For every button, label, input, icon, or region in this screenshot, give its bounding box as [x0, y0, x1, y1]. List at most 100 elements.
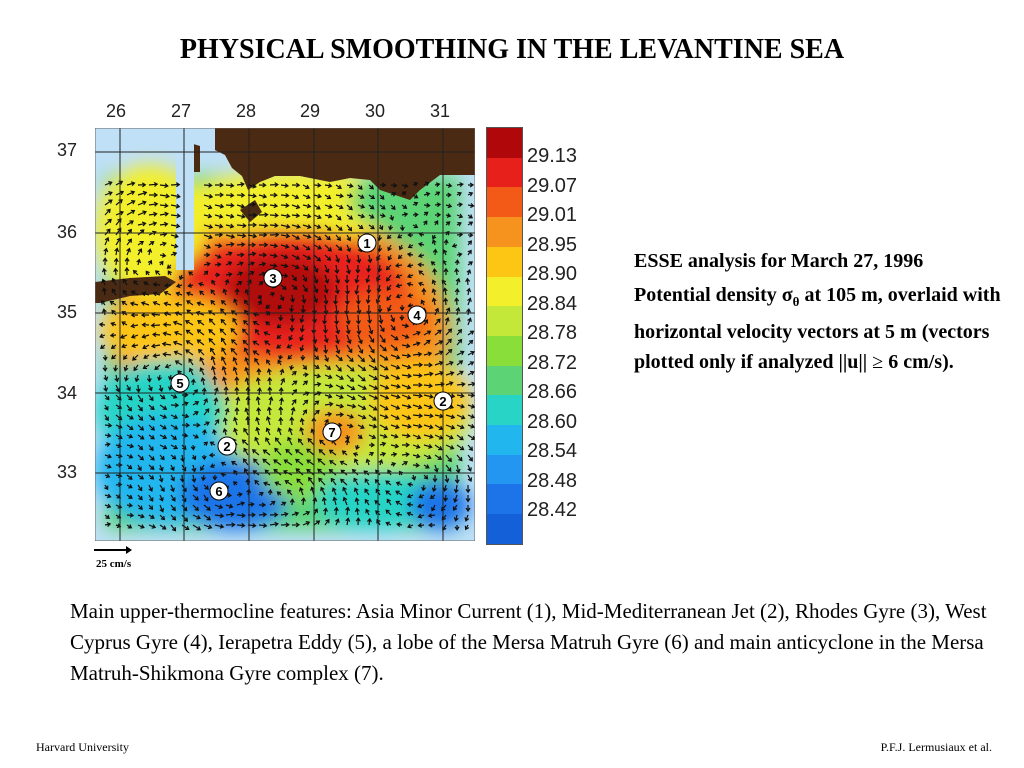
- velocity-arrow: [214, 203, 225, 209]
- velocity-arrow: [366, 517, 372, 526]
- velocity-arrow: [148, 434, 155, 440]
- feature-marker-2-east: 2: [433, 391, 453, 411]
- velocity-arrow: [345, 434, 350, 441]
- velocity-arrow: [467, 261, 474, 266]
- velocity-arrow: [432, 248, 438, 256]
- velocity-arrow: [401, 442, 411, 448]
- velocity-arrow: [412, 181, 419, 187]
- velocity-arrow: [265, 427, 271, 436]
- velocity-arrow: [115, 210, 124, 216]
- velocity-arrow: [203, 514, 212, 521]
- velocity-arrow: [390, 334, 399, 341]
- velocity-arrow: [161, 341, 172, 347]
- velocity-arrow: [103, 374, 109, 382]
- velocity-arrow: [287, 354, 293, 360]
- velocity-arrow: [313, 234, 322, 241]
- velocity-arrow: [181, 392, 189, 398]
- sigma-symbol: σ: [781, 284, 793, 306]
- velocity-arrow: [328, 468, 337, 476]
- velocity-arrow: [299, 417, 305, 426]
- velocity-arrow: [357, 224, 364, 230]
- velocity-arrow: [406, 263, 414, 269]
- velocity-arrow: [387, 304, 392, 313]
- velocity-arrow: [214, 213, 224, 219]
- velocity-arrow: [251, 449, 260, 456]
- velocity-arrow: [213, 397, 219, 406]
- velocity-arrow: [111, 354, 117, 360]
- velocity-arrow: [467, 249, 472, 256]
- velocity-arrow: [467, 423, 475, 429]
- velocity-arrow: [126, 200, 136, 206]
- velocity-arrow: [109, 300, 117, 306]
- velocity-arrow: [417, 513, 425, 519]
- velocity-arrow: [100, 344, 106, 349]
- velocity-arrow: [390, 452, 398, 457]
- velocity-arrow: [401, 212, 409, 217]
- velocity-arrow: [210, 299, 216, 306]
- colorbar-swatch: [487, 335, 522, 366]
- velocity-arrow: [223, 386, 229, 396]
- velocity-arrow: [289, 364, 295, 371]
- velocity-arrow: [230, 328, 238, 336]
- velocity-arrow: [317, 458, 326, 466]
- colorbar-swatch: [487, 187, 522, 218]
- velocity-arrow: [332, 496, 338, 506]
- velocity-arrow: [159, 444, 168, 450]
- svg-text:5: 5: [176, 376, 183, 391]
- velocity-arrow: [324, 254, 332, 261]
- velocity-arrow: [431, 484, 437, 493]
- velocity-arrow: [102, 354, 108, 362]
- velocity-arrow: [122, 278, 128, 286]
- velocity-arrow: [124, 266, 130, 276]
- velocity-arrow: [221, 356, 227, 366]
- velocity-arrow: [412, 413, 424, 419]
- velocity-arrow: [258, 202, 268, 208]
- velocity-arrow: [445, 307, 451, 316]
- velocity-arrow: [179, 474, 185, 483]
- velocity-arrow: [379, 213, 386, 218]
- velocity-arrow: [407, 303, 414, 308]
- velocity-arrow: [115, 237, 121, 246]
- velocity-arrow: [375, 294, 381, 304]
- velocity-arrow: [162, 351, 172, 357]
- velocity-arrow: [456, 360, 464, 366]
- velocity-arrow: [295, 458, 304, 466]
- velocity-arrow: [148, 211, 158, 217]
- velocity-arrow: [221, 449, 227, 456]
- velocity-arrow: [423, 339, 431, 346]
- lat-tick-34: 34: [57, 383, 78, 403]
- colorbar-swatch: [487, 514, 522, 544]
- velocity-arrow: [387, 244, 392, 252]
- velocity-arrow: [264, 469, 271, 476]
- velocity-arrow: [115, 473, 123, 479]
- velocity-arrow: [126, 454, 134, 459]
- velocity-arrow: [266, 368, 272, 376]
- velocity-arrow: [147, 259, 153, 266]
- velocity-arrow: [322, 427, 328, 436]
- velocity-arrow: [357, 404, 367, 410]
- velocity-arrow: [367, 314, 373, 324]
- velocity-arrow: [454, 474, 460, 484]
- velocity-arrow: [243, 468, 249, 476]
- velocity-arrow: [148, 230, 157, 236]
- velocity-arrow: [196, 329, 205, 336]
- velocity-arrow: [302, 224, 312, 230]
- velocity-arrow: [242, 458, 249, 466]
- velocity-arrow: [252, 340, 260, 346]
- velocity-arrow: [137, 404, 143, 412]
- velocity-arrow: [162, 322, 172, 328]
- velocity-arrow: [269, 192, 278, 198]
- velocity-arrow: [126, 484, 133, 489]
- velocity-arrow: [345, 324, 351, 335]
- velocity-arrow: [313, 284, 319, 294]
- footer-authors: P.F.J. Lermusiaux et al.: [880, 740, 992, 754]
- velocity-arrow: [178, 380, 184, 386]
- velocity-arrow: [257, 294, 262, 300]
- velocity-arrow: [311, 324, 317, 335]
- velocity-arrow: [245, 415, 251, 426]
- velocity-arrow: [299, 426, 305, 436]
- colorbar-label: 28.48: [527, 469, 578, 492]
- velocity-arrow: [148, 192, 159, 198]
- velocity-arrow: [126, 414, 134, 420]
- slide-title: PHYSICAL SMOOTHING IN THE LEVANTINE SEA: [179, 34, 845, 65]
